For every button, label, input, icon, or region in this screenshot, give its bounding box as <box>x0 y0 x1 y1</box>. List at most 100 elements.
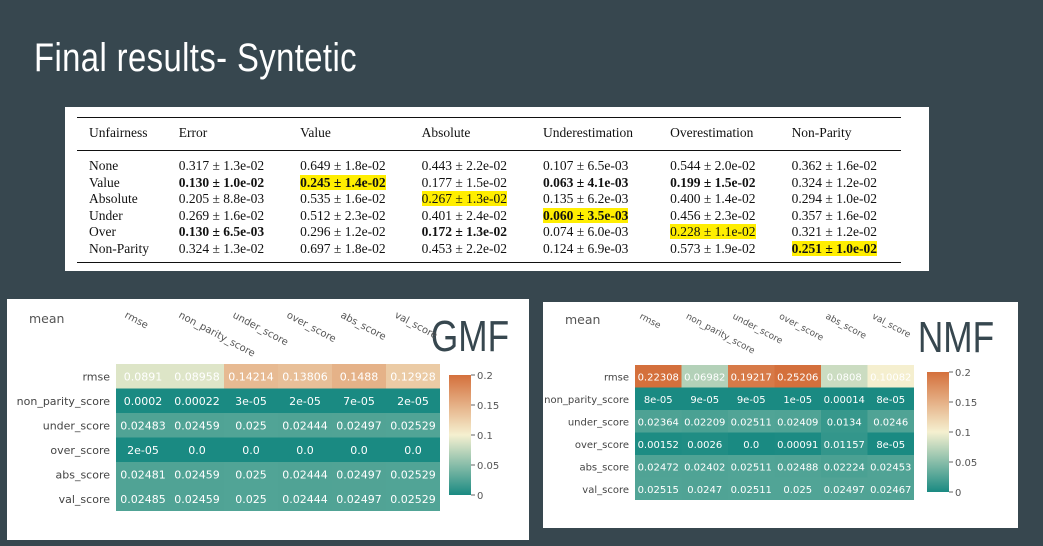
results-row-label: Value <box>89 174 120 190</box>
results-row-label: Over <box>89 224 116 240</box>
heatmap-cell-label: 0.12928 <box>390 370 436 383</box>
heatmap-row-label: abs_score <box>579 462 629 473</box>
heatmap-cell-label: 0.02497 <box>824 485 865 496</box>
results-cell: 0.107 ± 6.5e-03 <box>543 158 629 173</box>
heatmap-cell-label: 9e-05 <box>737 395 766 406</box>
heatmap-cell-label: 0.10082 <box>870 372 911 383</box>
gmf-heatmap-panel: mean GMF rmse non_parity_score under_score ov… <box>7 299 529 540</box>
heatmap-column-label: abs_score <box>339 310 388 343</box>
heatmap-cell <box>278 413 332 438</box>
heatmap-cell-label: 0.02444 <box>282 468 328 481</box>
heatmap-cell-label: 0.0 <box>743 440 759 451</box>
heatmap-cell-label: 0.01157 <box>824 440 865 451</box>
heatmap-cell-label: 8e-05 <box>876 395 905 406</box>
heatmap-cell <box>170 486 224 511</box>
heatmap-row-label: rmse <box>604 372 629 383</box>
results-header-cell: Underestimation <box>531 117 659 151</box>
results-header-cell: Overestimation <box>658 117 780 151</box>
results-cell: 0.245 ± 1.4e-02 <box>300 174 386 190</box>
heatmap-cell <box>681 432 728 455</box>
heatmap-colorbar-tick: 0.1 <box>955 428 971 439</box>
heatmap-cell <box>170 413 224 438</box>
heatmap-cell-label: 0.1488 <box>340 370 379 383</box>
results-row: Value 0.130 ± 1.0e-02 0.245 ± 1.4e-02 0.177… <box>77 174 901 192</box>
results-cell: 0.544 ± 2.0e-02 <box>670 158 756 173</box>
heatmap-cell-label: 0.06982 <box>684 372 725 383</box>
heatmap-cell-label: 0.0808 <box>827 372 862 383</box>
results-cell: 0.228 ± 1.1e-02 <box>670 224 756 240</box>
heatmap-cell <box>116 486 170 511</box>
heatmap-title: NMF <box>918 313 994 362</box>
heatmap-cell-label: 0.00022 <box>174 395 220 408</box>
heatmap-colorbar-tick: 0 <box>477 491 483 502</box>
results-row: Absolute 0.205 ± 8.8e-03 0.535 ± 1.6e-02 0.… <box>77 191 901 208</box>
heatmap-cell-label: 0.02472 <box>638 462 679 473</box>
heatmap-cell-label: 0.02459 <box>174 419 220 432</box>
heatmap-cell <box>635 387 682 410</box>
heatmap-cell <box>224 437 278 462</box>
heatmap-cell-label: 0.0 <box>404 444 422 457</box>
heatmap-row-label: rmse <box>82 370 110 383</box>
slide-title: Final results- Syntetic <box>34 36 357 80</box>
heatmap-cell-label: 8e-05 <box>644 395 673 406</box>
results-cell: 0.135 ± 6.2e-03 <box>543 191 629 207</box>
heatmap-cell <box>635 365 682 388</box>
heatmap-cell <box>116 437 170 462</box>
results-cell: 0.205 ± 8.8e-03 <box>178 191 265 207</box>
heatmap-cell-label: 0.02511 <box>731 485 772 496</box>
heatmap-cell <box>332 437 386 462</box>
heatmap-cell-label: 0.02497 <box>336 493 382 506</box>
heatmap-cell <box>681 365 728 388</box>
heatmap-cell-label: 0.0002 <box>124 395 163 408</box>
heatmap-column-label: rmse <box>638 312 663 332</box>
heatmap-cell <box>821 410 868 433</box>
heatmap-cell <box>635 410 682 433</box>
results-cell: 0.124 ± 6.9e-03 <box>531 240 659 263</box>
heatmap-cell <box>728 432 775 455</box>
heatmap-cell <box>278 388 332 413</box>
heatmap-cell-label: 0.02409 <box>777 417 818 428</box>
results-row-label: None <box>89 158 119 173</box>
heatmap-cell-label: 7e-05 <box>343 395 375 408</box>
heatmap-column-label: over_score <box>285 310 338 345</box>
results-cell: 0.697 ± 1.8e-02 <box>288 240 410 263</box>
heatmap-cell <box>332 364 386 389</box>
heatmap-cell-label: 0.22308 <box>638 372 679 383</box>
heatmap-cell-label: 0.02364 <box>638 417 679 428</box>
heatmap-cell-label: 3e-05 <box>235 395 267 408</box>
heatmap-column-label: over_score <box>777 312 825 344</box>
results-cell: 0.269 ± 1.6e-02 <box>178 207 265 223</box>
results-row: Over 0.130 ± 6.5e-03 0.296 ± 1.2e-02 0.172 … <box>77 224 901 241</box>
results-cell: 0.453 ± 2.2e-02 <box>409 240 532 263</box>
results-cell: 0.294 ± 1.0e-02 <box>791 191 877 207</box>
heatmap-column-label: abs_score <box>824 312 868 342</box>
heatmap-cell-label: 0.02485 <box>120 493 166 506</box>
heatmap-row-label: val_score <box>582 485 629 496</box>
heatmap-colorbar-tick: 0.05 <box>955 458 977 469</box>
heatmap-corner-label: mean <box>29 311 64 326</box>
heatmap-cell-label: 2e-05 <box>289 395 321 408</box>
heatmap-cell-label: 2e-05 <box>397 395 429 408</box>
heatmap-colorbar-tick: 0.2 <box>955 368 971 379</box>
heatmap-cell <box>332 462 386 487</box>
heatmap-cell-label: 0.0 <box>350 444 368 457</box>
heatmap-cell <box>224 364 278 389</box>
results-cell: 0.317 ± 1.3e-02 <box>178 158 265 173</box>
heatmap-colorbar-tick: 0.05 <box>477 461 499 472</box>
heatmap-column-label: rmse <box>123 310 150 331</box>
heatmap-cell <box>821 455 868 478</box>
heatmap-cell <box>774 410 821 433</box>
results-header-cell: Error <box>166 117 289 151</box>
heatmap-title: GMF <box>431 312 509 361</box>
heatmap-cell-label: 0.025 <box>783 485 812 496</box>
heatmap-cell-label: 0.02467 <box>870 485 911 496</box>
heatmap-cell-label: 0.02511 <box>731 462 772 473</box>
heatmap-cell-label: 0.00091 <box>777 440 818 451</box>
results-row: None 0.317 ± 1.3e-02 0.649 ± 1.8e-02 0.443 … <box>77 151 901 175</box>
heatmap-cell-label: 0.025 <box>235 493 267 506</box>
heatmap-cell <box>170 388 224 413</box>
heatmap-cell-label: 1e-05 <box>783 395 812 406</box>
results-cell: 0.400 ± 1.4e-02 <box>670 191 756 207</box>
